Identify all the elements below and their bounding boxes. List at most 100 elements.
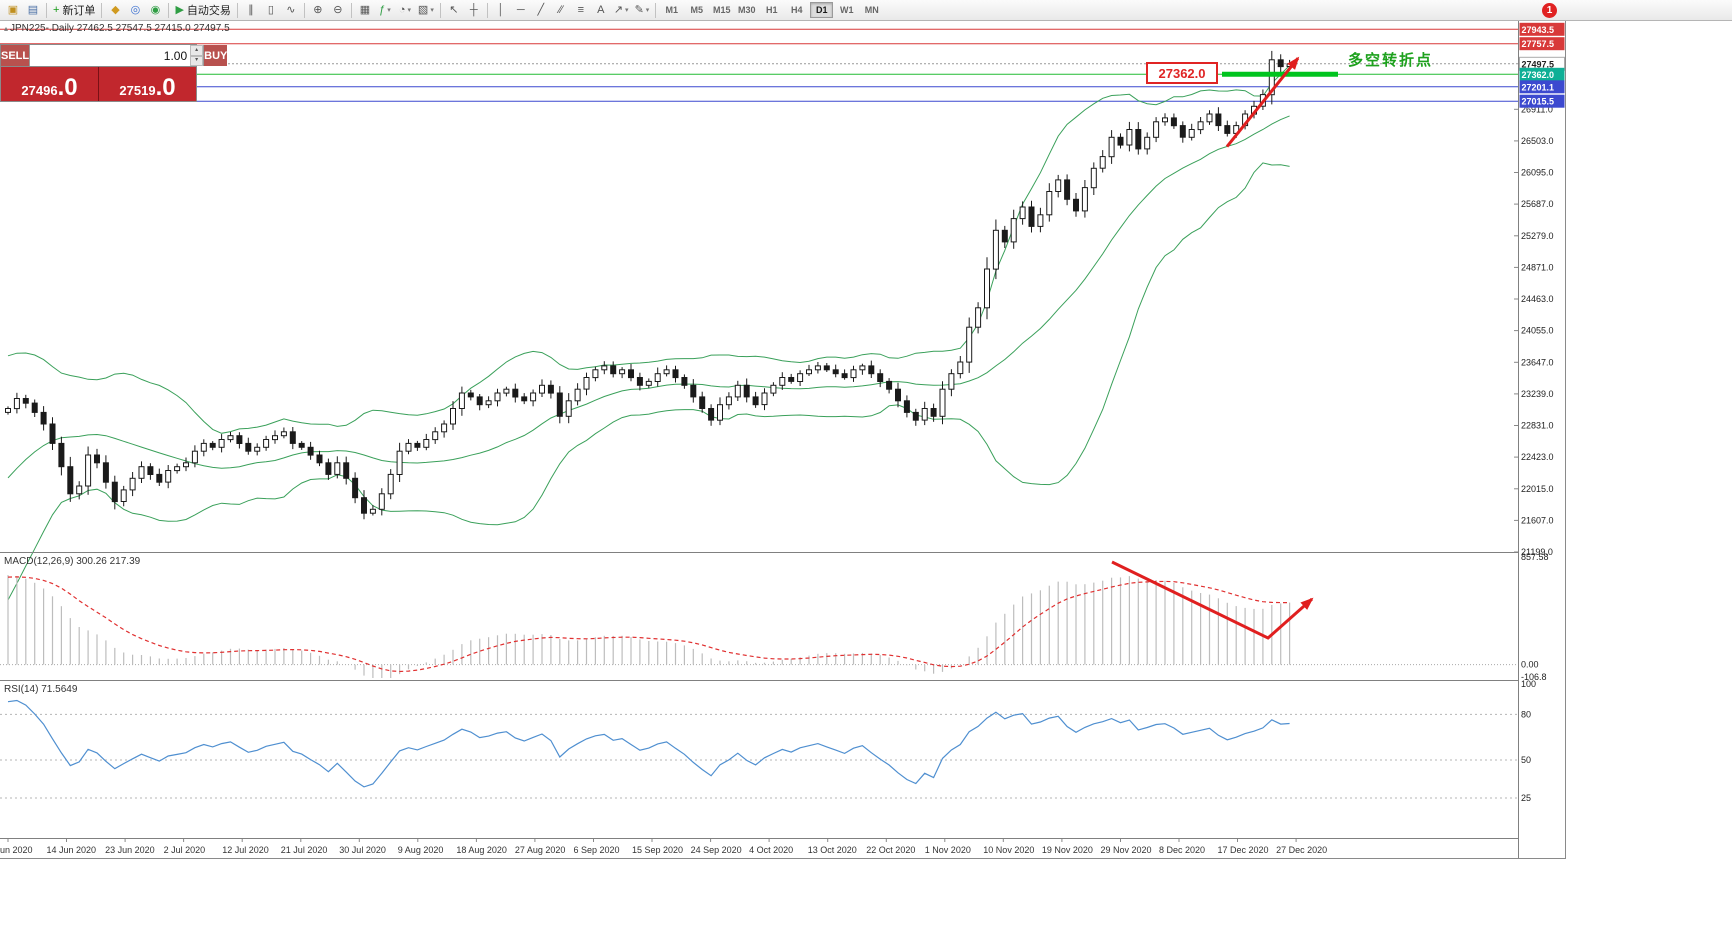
time-tick-label: 23 Jun 2020 [105,845,155,855]
sell-price-display[interactable]: 27496.0 [1,67,98,101]
sell-button[interactable]: SELL [1,45,30,66]
lot-spinner: ▴ ▾ [190,45,204,66]
trend-up-arrow-annotation[interactable] [1225,56,1300,148]
buy-price-display[interactable]: 27519.0 [98,67,196,101]
buy-button[interactable]: BUY [204,45,228,66]
community-button[interactable]: ◎ [125,1,145,19]
crosshair-icon: ┼ [469,3,478,16]
candlestick-icon: ▯ [267,3,274,16]
lot-size-input[interactable] [30,45,191,66]
timeframe-mn[interactable]: MN [864,5,879,15]
toolbar-separator [439,2,441,18]
dropdown-caret-icon: ▾ [430,7,434,14]
toolbar-separator [168,2,170,18]
tile-windows-button[interactable]: ▦ [355,1,375,19]
text-icon: A [597,3,605,16]
price-tag [1519,22,1565,36]
trendline-button[interactable]: ╱ [531,1,551,19]
price-tick-label: 21607.0 [1521,515,1554,525]
vertical-line-icon: │ [497,3,505,16]
chart-window-button[interactable]: ▣ [3,1,23,19]
zoom-out-button[interactable]: ⊖ [328,1,348,19]
sell-price-main: 27496 [21,83,58,98]
market-button[interactable]: ◉ [145,1,165,19]
time-tick-label: 29 Nov 2020 [1101,845,1152,855]
time-scale[interactable]: 3 Jun 2020 14 Jun 2020 23 Jun 2020 2 Jul 20… [0,839,1327,855]
chart-canvas[interactable]: 26911.0 26503.0 26095.0 25687.0 25279.0 24871… [0,21,1565,858]
bar-chart-button[interactable]: ∥ [241,1,261,19]
one-click-trading-panel: SELL ▴ ▾ BUY 27496.0 27519.0 [0,44,228,102]
periods-button[interactable]: ◔ ▾ [395,1,415,19]
time-tick-label: 1 Nov 2020 [925,845,971,855]
clock-icon: ◔ [398,3,406,16]
rsi-panel [0,699,1518,799]
trendline-icon: ╱ [537,3,545,16]
toolbar-separator [350,2,352,18]
horizontal-line-button[interactable]: ─ [511,1,531,19]
toolbar-separator [303,2,305,18]
price-tick-label: 25279.0 [1521,231,1554,241]
price-tag [1519,37,1565,51]
price-tick-label: 25687.0 [1521,199,1554,209]
templates-button[interactable]: ▧ ▾ [415,1,437,19]
fibonacci-button[interactable]: ≡ [571,1,591,19]
time-tick-label: 8 Dec 2020 [1159,845,1205,855]
notification-badge[interactable]: 1 [1542,3,1557,18]
toolbar-separator [46,2,47,18]
price-tag-label: 27201.1 [1522,82,1555,92]
timeframe-m5[interactable]: M5 [690,5,704,15]
text-label-button[interactable]: A [591,1,611,19]
macd-panel [0,575,1518,678]
new-order-button[interactable]: + 新订单 [50,1,98,19]
price-scale[interactable]: 26911.0 26503.0 26095.0 25687.0 25279.0 24871… [1514,21,1565,858]
timeframe-m30[interactable]: M30 [738,5,756,15]
timeframe-h4[interactable]: H4 [791,5,803,15]
price-tick-label: 24871.0 [1521,262,1554,272]
cursor-button[interactable]: ↖ [444,1,464,19]
channel-icon: ∕∕ [558,3,563,16]
macd-scale-label: -106.8 [1521,672,1547,682]
time-tick-label: 15 Sep 2020 [632,845,683,855]
auto-trading-button[interactable]: ▶ 自动交易 [172,1,233,19]
auto-trading-button-label: 自动交易 [186,5,231,17]
price-callout-box[interactable]: 27362.0 [1146,62,1218,84]
crosshair-button[interactable]: ┼ [464,1,484,19]
pencil-icon: ✎ [634,3,644,16]
price-tag-label: 27362.0 [1522,70,1555,80]
dropdown-caret-icon: ▾ [387,7,391,14]
price-tick-label: 24463.0 [1521,294,1554,304]
community-icon: ◎ [130,3,141,16]
timeframe-d1[interactable]: D1 [810,2,834,18]
turning-point-label[interactable]: 多空转折点 [1348,52,1434,69]
line-chart-button[interactable]: ∿ [281,1,301,19]
time-tick-label: 12 Jul 2020 [222,845,269,855]
arrow-object-button[interactable]: ↗ ▾ [611,1,632,19]
time-tick-label: 27 Aug 2020 [515,845,566,855]
macd-arrow-annotation[interactable] [1111,560,1314,640]
bar-chart-icon: ∥ [248,3,254,16]
time-tick-label: 24 Sep 2020 [691,845,742,855]
price-tick-label: 26911.0 [1521,104,1553,114]
vertical-line-button[interactable]: │ [491,1,511,19]
lot-decrease-button[interactable]: ▾ [190,55,204,66]
timeframe-w1[interactable]: W1 [840,5,854,15]
zoom-in-button[interactable]: ⊕ [308,1,328,19]
timeframe-h1[interactable]: H1 [766,5,778,15]
buy-price-main: 27519 [119,83,156,98]
timeframe-m15[interactable]: M15 [713,5,731,15]
timeframe-m1[interactable]: M1 [665,5,679,15]
indicators-button[interactable]: ƒ ▾ [375,1,395,19]
time-tick-label: 9 Aug 2020 [398,845,444,855]
profile-button[interactable]: ▤ [23,1,43,19]
lot-increase-button[interactable]: ▴ [190,45,204,56]
channel-button[interactable]: ∕∕ [551,1,571,19]
bollinger-bands [7,65,1290,601]
line-chart-icon: ∿ [286,3,296,16]
candlestick-chart-button[interactable]: ▯ [261,1,281,19]
symbols-button[interactable]: ◆ [105,1,125,19]
sell-price-frac: .0 [57,74,78,101]
time-tick-label: 30 Jul 2020 [339,845,386,855]
price-tick-label: 23647.0 [1521,357,1554,367]
new-order-icon: + [53,3,60,16]
draw-object-button[interactable]: ✎ ▾ [632,1,653,19]
